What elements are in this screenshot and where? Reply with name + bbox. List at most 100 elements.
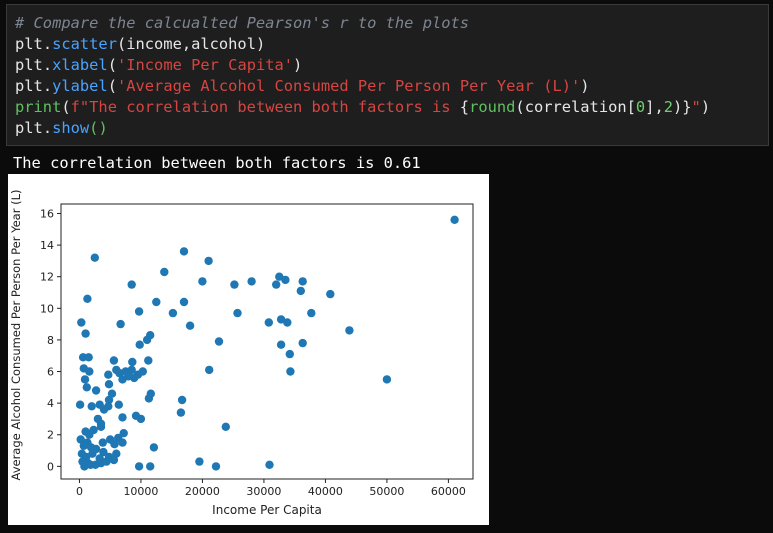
scatter-point [127, 280, 136, 289]
scatter-plot-figure: Average Alcohol Consumed Per Person Per … [8, 174, 489, 525]
code-token: )} [673, 98, 692, 116]
code-token: ( [61, 98, 71, 116]
code-token: plt [15, 77, 43, 95]
code-token: (income,alcohol) [116, 35, 266, 53]
scatter-point [114, 400, 124, 409]
code-string: 'Average Alcohol Consumed Per Person Per… [116, 77, 581, 95]
x-tick-label: 0 [76, 485, 83, 498]
code-cell[interactable]: # Compare the calcualted Pearson's r to … [6, 4, 769, 146]
code-token: ( [107, 56, 117, 74]
x-tick-label: 30000 [246, 485, 281, 498]
code-function: scatter [52, 35, 117, 53]
code-token: () [89, 119, 108, 137]
y-tick-label: 0 [47, 460, 54, 473]
y-tick-label: 10 [40, 302, 54, 315]
scatter-point [138, 367, 147, 376]
scatter-point [119, 429, 128, 438]
code-function: show [52, 119, 90, 137]
code-string: 'Income Per Capita' [116, 56, 294, 74]
scatter-point [149, 443, 159, 452]
scatter-point [118, 375, 127, 384]
scatter-point [130, 373, 139, 383]
scatter-point [214, 337, 224, 346]
code-string: f"The correlation between both factors i… [70, 98, 460, 116]
y-tick-label: 14 [40, 239, 54, 252]
y-tick-label: 4 [47, 397, 54, 410]
plot-frame [60, 203, 474, 480]
code-token: plt [15, 35, 43, 53]
code-editor[interactable]: # Compare the calcualted Pearson's r to … [15, 13, 710, 139]
scatter-point [283, 318, 292, 327]
scatter-point [286, 367, 295, 376]
scatter-point [265, 460, 274, 469]
code-number: 0 [635, 98, 646, 116]
code-token: (correlation[ [515, 98, 636, 116]
axis-ticks: 0 10000 20000 30000 40000 50000 60000 0 2 4 6 8 10 12… [40, 207, 466, 498]
scatter-point [221, 422, 230, 431]
scatter-point [112, 449, 121, 458]
scatter-points [75, 215, 459, 471]
y-tick-label: 16 [40, 207, 54, 220]
scatter-point [109, 356, 119, 365]
x-tick-label: 10000 [123, 485, 158, 498]
scatter-point [204, 256, 213, 266]
scatter-point [127, 365, 136, 375]
scatter-point [79, 441, 89, 450]
scatter-point [177, 395, 187, 405]
scatter-point [195, 457, 204, 466]
scatter-point [345, 326, 354, 335]
code-token: . [42, 77, 53, 95]
scatter-point [77, 318, 86, 327]
code-token: . [42, 119, 53, 137]
scatter-point [298, 338, 307, 348]
scatter-point [176, 408, 186, 417]
y-axis-label: Average Alcohol Consumed Per Person Per … [9, 190, 23, 481]
scatter-point [89, 425, 98, 435]
scatter-point [285, 349, 294, 359]
scatter-point [82, 383, 92, 392]
x-axis-label: Income Per Capita [212, 503, 322, 517]
code-token: ) [293, 56, 303, 74]
scatter-point [272, 280, 281, 289]
scatter-point [91, 444, 101, 454]
scatter-point [276, 340, 286, 349]
scatter-point [142, 335, 152, 345]
x-tick-label: 60000 [431, 485, 466, 498]
y-tick-label: 12 [40, 271, 54, 284]
scatter-point [296, 286, 305, 296]
scatter-point [109, 455, 119, 465]
code-function: xlabel [52, 56, 108, 74]
cell-output-text: The correlation between both factors is … [13, 154, 421, 172]
scatter-point [205, 365, 214, 375]
code-token: plt [15, 119, 43, 137]
scatter-point [116, 319, 125, 329]
scatter-point [87, 402, 96, 411]
scatter-point [84, 353, 93, 362]
scatter-point [110, 440, 119, 449]
scatter-point [96, 419, 106, 428]
code-string: " [691, 98, 701, 116]
scatter-point [160, 267, 169, 277]
scatter-point [75, 400, 85, 409]
y-tick-label: 2 [47, 429, 54, 442]
scatter-point [81, 329, 90, 338]
scatter-point [152, 297, 161, 307]
code-token: . [42, 56, 53, 74]
scatter-point [144, 356, 153, 365]
scatter-point [83, 459, 93, 468]
code-token: ) [700, 98, 711, 116]
scatter-point [104, 395, 114, 405]
scatter-point [281, 275, 290, 285]
scatter-point [134, 462, 144, 471]
scatter-point [135, 340, 144, 349]
scatter-point [247, 277, 256, 286]
scatter-point [146, 462, 155, 471]
code-builtin: round [469, 98, 516, 116]
code-function: ylabel [52, 77, 108, 95]
scatter-point [102, 457, 111, 466]
scatter-point [118, 438, 127, 447]
scatter-point [99, 405, 109, 414]
scatter-point [198, 277, 207, 286]
scatter-point [85, 367, 94, 376]
scatter-point [264, 318, 273, 327]
